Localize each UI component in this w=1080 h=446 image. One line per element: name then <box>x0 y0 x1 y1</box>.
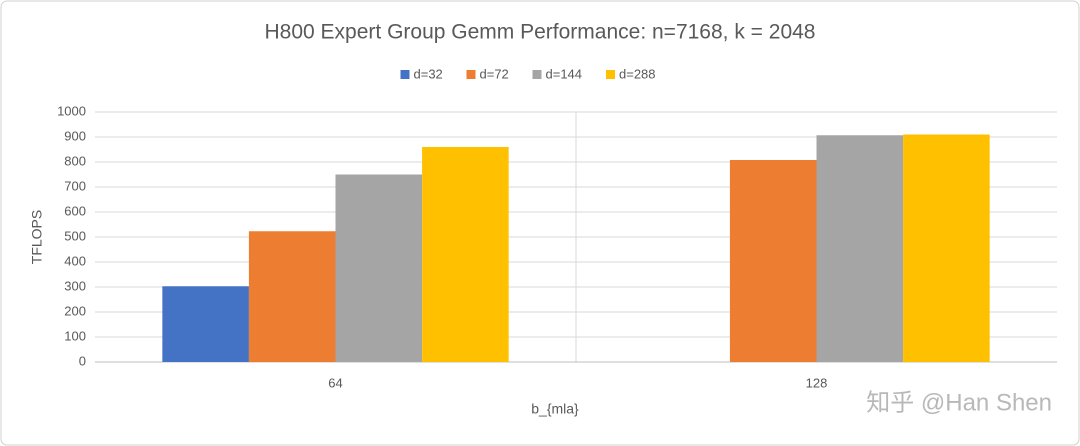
x-axis-title: b_{mla} <box>531 401 579 417</box>
legend-swatch <box>606 70 615 79</box>
chart-title: H800 Expert Group Gemm Performance: n=71… <box>265 21 816 44</box>
y-axis-title: TFLOPS <box>29 210 45 264</box>
y-tick-label: 500 <box>64 228 86 243</box>
bar <box>248 231 336 362</box>
bar <box>335 174 423 362</box>
legend-label: d=32 <box>414 66 443 81</box>
legend-swatch <box>466 70 476 79</box>
bar <box>422 147 509 362</box>
legend-swatch <box>400 70 410 79</box>
legend-swatch <box>532 70 542 79</box>
y-tick-label: 1000 <box>57 103 86 118</box>
y-tick-label: 300 <box>64 278 86 293</box>
bar <box>903 134 990 362</box>
legend-label: d=288 <box>619 66 656 81</box>
watermark: 知乎 @Han Shen <box>866 389 1052 416</box>
x-tick-label: 64 <box>328 375 342 390</box>
bar <box>729 160 817 362</box>
y-tick-label: 600 <box>64 203 86 218</box>
y-tick-label: 200 <box>64 303 86 318</box>
y-tick-label: 400 <box>64 253 86 268</box>
bar <box>162 286 249 362</box>
legend-label: d=72 <box>480 66 509 81</box>
y-tick-label: 700 <box>64 178 86 193</box>
y-tick-label: 800 <box>64 153 86 168</box>
y-tick-label: 100 <box>64 328 86 343</box>
x-tick-label: 128 <box>806 375 828 390</box>
y-tick-label: 0 <box>79 353 86 368</box>
y-tick-label: 900 <box>64 128 86 143</box>
legend-label: d=144 <box>546 66 583 81</box>
bar <box>816 135 904 362</box>
